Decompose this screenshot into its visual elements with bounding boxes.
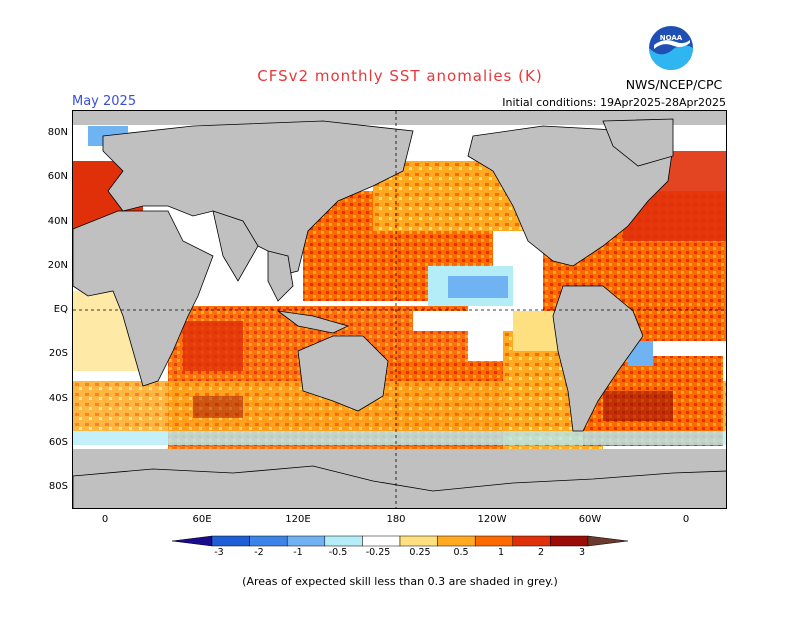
colorbar-segment [474,535,514,547]
colorbar-label: -0.25 [365,547,391,558]
colorbar [172,535,628,547]
colorbar-label: 0.25 [409,547,431,558]
land-masses [73,118,726,508]
lat-label-80s: 80S [48,481,68,492]
lat-label-eq: EQ [53,304,68,315]
lon-label-0-right: 0 [682,514,690,525]
noaa-logo: NOAA [649,26,693,70]
lat-label-60s: 60S [48,437,68,448]
colorbar-high-triangle [587,535,628,547]
initial-conditions: Initial conditions: 19Apr2025-28Apr2025 [502,96,726,109]
colorbar-label: -0.5 [328,547,348,558]
colorbar-segment [550,535,589,547]
lat-label-40n: 40N [47,216,68,227]
colorbar-segment [437,535,476,547]
lon-label-60e: 60E [192,514,212,525]
indonesia-land [277,310,350,334]
colorbar-segment [512,535,551,547]
agency-label: NWS/NCEP/CPC [625,77,723,92]
lat-label-40s: 40S [48,393,68,404]
colorbar-label: 2 [537,547,545,558]
map-title: CFSv2 monthly SST anomalies (K) [257,67,543,85]
colorbar-segment [286,535,326,547]
greenland-land [602,118,674,167]
sst-anomaly-map [72,110,727,509]
colorbar-segment [399,535,438,547]
lon-label-60w: 60W [578,514,602,525]
colorbar-segment [249,535,288,547]
colorbar-segment [211,535,250,547]
south-america-land [552,285,644,432]
antarctica-land [73,465,726,508]
map-canvas [73,111,726,508]
colorbar-segment [362,535,401,547]
lon-label-120e: 120E [285,514,311,525]
lat-label-20s: 20S [48,348,68,359]
africa-land [73,210,214,387]
colorbar-label: -2 [254,547,264,558]
colorbar-label: -3 [214,547,224,558]
colorbar-label: -1 [293,547,303,558]
skill-footnote: (Areas of expected skill less than 0.3 a… [242,575,558,588]
colorbar-segment [324,535,363,547]
forecast-month: May 2025 [72,94,137,109]
australia-land [297,335,389,412]
lat-label-60n: 60N [47,171,68,182]
lat-label-80n: 80N [47,127,68,138]
lat-label-20n: 20N [47,260,68,271]
colorbar-label: 0.5 [453,547,469,558]
lon-label-180: 180 [386,514,406,525]
colorbar-label: 1 [497,547,505,558]
india-land [212,210,259,282]
colorbar-label: 3 [578,547,586,558]
colorbar-low-triangle [172,535,213,547]
southeast-asia-land [267,250,294,302]
lon-label-0-left: 0 [101,514,109,525]
lon-label-120w: 120W [477,514,507,525]
noaa-logo-text: NOAA [660,34,683,42]
